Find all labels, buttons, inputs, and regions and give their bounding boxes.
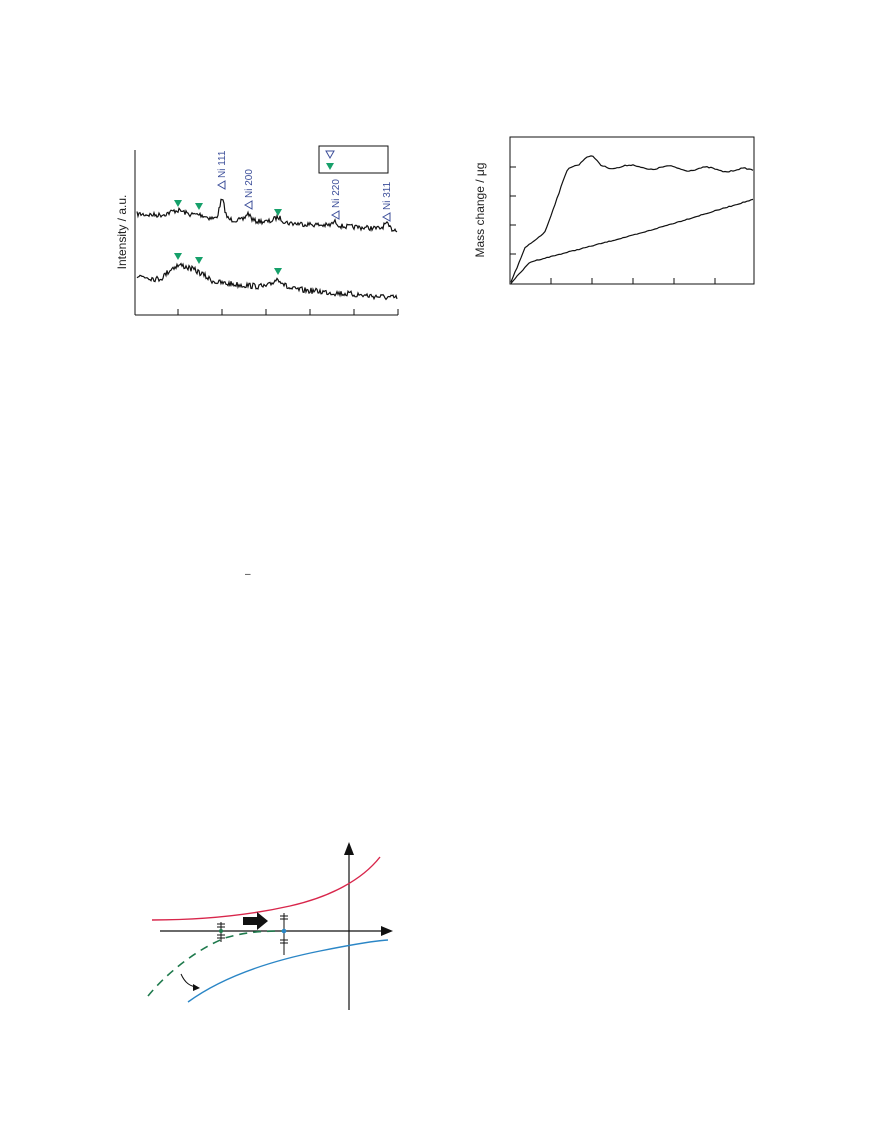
arrow-right-icon: [381, 926, 393, 936]
green-triangle-icon: [195, 257, 203, 264]
ni-111-marker: Ni 111: [216, 150, 228, 190]
ni-200-marker: Ni 200: [243, 169, 255, 210]
thick-arrow-right-icon: [243, 912, 268, 930]
xrd-panel: Intensity / a.u. Ni 111 Ni 200 Ni 220 Ni…: [115, 145, 399, 316]
mass-y-label: Mass change / μg: [473, 163, 487, 258]
green-markers: [174, 200, 282, 275]
green-triangle-icon: [326, 163, 334, 170]
mass-x-ticks: [550, 278, 716, 284]
mass-y-ticks: [510, 166, 516, 255]
mass-trace-lower: [510, 198, 754, 284]
mass-plot-frame: [509, 136, 755, 285]
ni-220-label: Ni 220: [331, 179, 342, 208]
open-triangle-icon: [381, 212, 391, 222]
xrd-trace-upper: [136, 198, 398, 233]
schematic-panel: [147, 842, 393, 1010]
dashed-curve: [147, 930, 283, 997]
green-triangle-icon: [195, 203, 203, 210]
green-triangle-icon: [274, 209, 282, 216]
open-triangle-icon: [243, 200, 253, 210]
upper-curve: [151, 856, 381, 921]
green-triangle-icon: [274, 268, 282, 275]
marker-left-dot: [219, 929, 223, 933]
ni-200-label: Ni 200: [244, 169, 255, 198]
green-triangle-icon: [174, 200, 182, 207]
mass-change-panel: Mass change / μg: [473, 136, 755, 285]
xrd-trace-lower: [136, 262, 398, 301]
ni-311-marker: Ni 311: [381, 181, 393, 222]
ni-220-marker: Ni 220: [330, 179, 342, 220]
open-triangle-icon: [330, 210, 340, 220]
xrd-x-ticks: [177, 309, 399, 315]
legend-box: [318, 145, 389, 174]
lower-curve: [187, 939, 389, 1003]
open-triangle-icon: [216, 180, 226, 190]
mass-trace-upper: [510, 155, 754, 283]
ni-111-label: Ni 111: [217, 150, 228, 178]
marker-right: [280, 913, 288, 955]
xrd-y-label: Intensity / a.u.: [115, 195, 129, 270]
arrow-head-icon: [193, 984, 200, 991]
arrow-up-icon: [344, 842, 354, 855]
open-triangle-icon: [325, 150, 335, 160]
marker-right-dot: [281, 928, 287, 934]
green-triangle-icon: [174, 253, 182, 260]
ni-311-label: Ni 311: [382, 181, 393, 210]
stray-mark: –: [245, 569, 251, 580]
xrd-legend: [318, 145, 389, 174]
